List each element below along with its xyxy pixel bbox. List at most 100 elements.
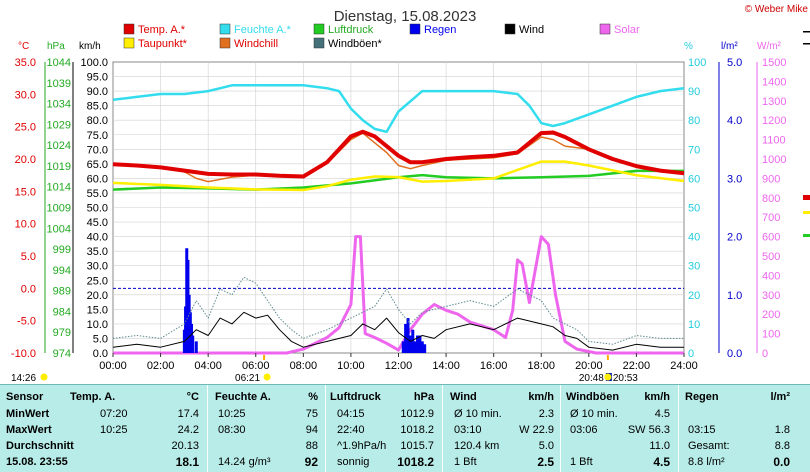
- copyright-text: © Weber Mike: [745, 4, 809, 15]
- stats-temp-value: 18.1: [175, 455, 199, 469]
- series-solar: [113, 235, 684, 355]
- rain-bar: [406, 318, 410, 353]
- legend-swatch: [123, 37, 135, 49]
- rain-tick: 3.0: [727, 173, 742, 185]
- percent-tick: 90: [688, 86, 700, 98]
- moonrise-label: 14:26: [11, 373, 36, 384]
- legend-label: Wind: [519, 24, 544, 36]
- celsius-tick: 30.0: [15, 89, 36, 101]
- moonset-icon: [604, 373, 612, 381]
- kmh-tick: 5.0: [93, 333, 108, 345]
- stats-humidity-value: 92: [304, 455, 318, 469]
- hpa-tick: 1024: [47, 140, 71, 152]
- x-tick-label: 00:00: [99, 360, 127, 372]
- legend-label: Taupunkt*: [138, 38, 188, 50]
- stats-gust-label: 03:06: [570, 424, 598, 436]
- kmh-tick: 60.0: [87, 173, 108, 185]
- kmh-tick: 55.0: [87, 188, 108, 200]
- percent-tick: 80: [688, 115, 700, 127]
- legend-swatch: [504, 23, 516, 35]
- percent-tick: 40: [688, 232, 700, 244]
- stats-gust-value: 4.5: [653, 455, 670, 469]
- kmh-tick: 15.0: [87, 304, 108, 316]
- stats-pressure-value: 1015.7: [400, 440, 434, 452]
- stats-gust-value: SW 56.3: [627, 424, 670, 436]
- percent-tick: 70: [688, 144, 700, 156]
- legend-swatch: [313, 37, 325, 49]
- solar-tick: 1300: [762, 96, 786, 108]
- rain-bar: [413, 341, 417, 353]
- celsius-tick: 5.0: [21, 251, 36, 263]
- x-tick-label: 02:00: [147, 360, 175, 372]
- x-tick-label: 06:00: [242, 360, 270, 372]
- solar-tick: 600: [762, 232, 780, 244]
- kmh-tick: 65.0: [87, 159, 108, 171]
- kmh-tick: 75.0: [87, 130, 108, 142]
- kmh-unit: km/h: [79, 41, 101, 52]
- legend-label: Windböen*: [328, 38, 383, 50]
- rain-bar: [408, 335, 412, 353]
- rain-tick: 0.0: [727, 348, 742, 360]
- stats-pressure-value: 1012.9: [400, 408, 434, 420]
- solar-tick: 100: [762, 329, 780, 341]
- sun-moon-markers: 06:21 20:48 20:53 14:26: [11, 355, 638, 384]
- x-tick-label: 16:00: [480, 360, 508, 372]
- stats-humidity-value: 75: [305, 408, 318, 420]
- x-tick-label: 14:00: [432, 360, 460, 372]
- stats-header-humidity: Feuchte A.: [215, 391, 271, 403]
- stats-gust-value: 4.5: [654, 408, 670, 420]
- stats-pressure-time: sonnig: [337, 456, 370, 468]
- stats-temp-value: 20.13: [171, 440, 199, 452]
- series-windb-en: [112, 276, 684, 345]
- stats-pressure-value: 1018.2: [400, 424, 434, 436]
- sunrise-label: 06:21: [235, 373, 260, 384]
- sunset-label: 20:48: [579, 373, 604, 384]
- stats-separator: [325, 385, 326, 472]
- stats-temp-time: 10:25: [100, 424, 128, 436]
- stats-separator: [560, 385, 561, 472]
- stats-header-temp-unit: °C: [186, 391, 199, 403]
- stats-header-gust: Windböen: [566, 391, 620, 403]
- kmh-tick: 45.0: [87, 217, 108, 229]
- legend-swatch: [599, 23, 611, 35]
- kmh-tick: 85.0: [87, 101, 108, 113]
- stats-humidity-time: 10:25: [218, 408, 246, 420]
- rain-bar: [194, 341, 198, 353]
- rain-bar: [416, 335, 420, 353]
- hpa-tick: 994: [53, 265, 71, 277]
- stats-header-rain-unit: l/m²: [770, 391, 790, 403]
- hpa-tick: 999: [53, 244, 71, 256]
- percent-tick: 60: [688, 173, 700, 185]
- stats-wind-label: 1 Bft: [454, 456, 477, 468]
- grid-lines: [113, 62, 684, 353]
- legend-label: Windchill: [234, 38, 278, 50]
- celsius-tick: 10.0: [15, 219, 36, 231]
- x-tick-label: 18:00: [527, 360, 555, 372]
- hpa-tick: 989: [53, 286, 71, 298]
- rain-bar: [418, 335, 422, 353]
- stats-pressure-time: 22:40: [337, 424, 365, 436]
- percent-unit: %: [684, 41, 693, 52]
- percent-tick: 10: [688, 319, 700, 331]
- hpa-tick: 1034: [47, 99, 71, 111]
- legend-swatch: [313, 23, 325, 35]
- hpa-tick: 1014: [47, 182, 71, 194]
- series-lines: [112, 84, 685, 355]
- rain-tick: 2.0: [727, 232, 742, 244]
- legend-swatch: [123, 23, 135, 35]
- percent-tick: 20: [688, 290, 700, 302]
- stats-header-humidity-unit: %: [308, 391, 318, 403]
- solar-tick: 200: [762, 309, 780, 321]
- stats-pressure-time: ^1.9hPa/h: [337, 440, 387, 452]
- stats-rain-label: Gesamt:: [688, 440, 730, 452]
- percent-tick: 100: [688, 57, 706, 69]
- hpa-tick: 974: [53, 348, 71, 360]
- stats-separator: [442, 385, 443, 472]
- hpa-tick: 1029: [47, 119, 71, 131]
- legend-swatch: [409, 23, 421, 35]
- kmh-tick: 0.0: [93, 348, 108, 360]
- stats-wind-label: 120.4 km: [454, 440, 500, 452]
- celsius-tick: 25.0: [15, 122, 36, 134]
- percent-tick: 0: [688, 348, 694, 360]
- solar-tick: 900: [762, 173, 780, 185]
